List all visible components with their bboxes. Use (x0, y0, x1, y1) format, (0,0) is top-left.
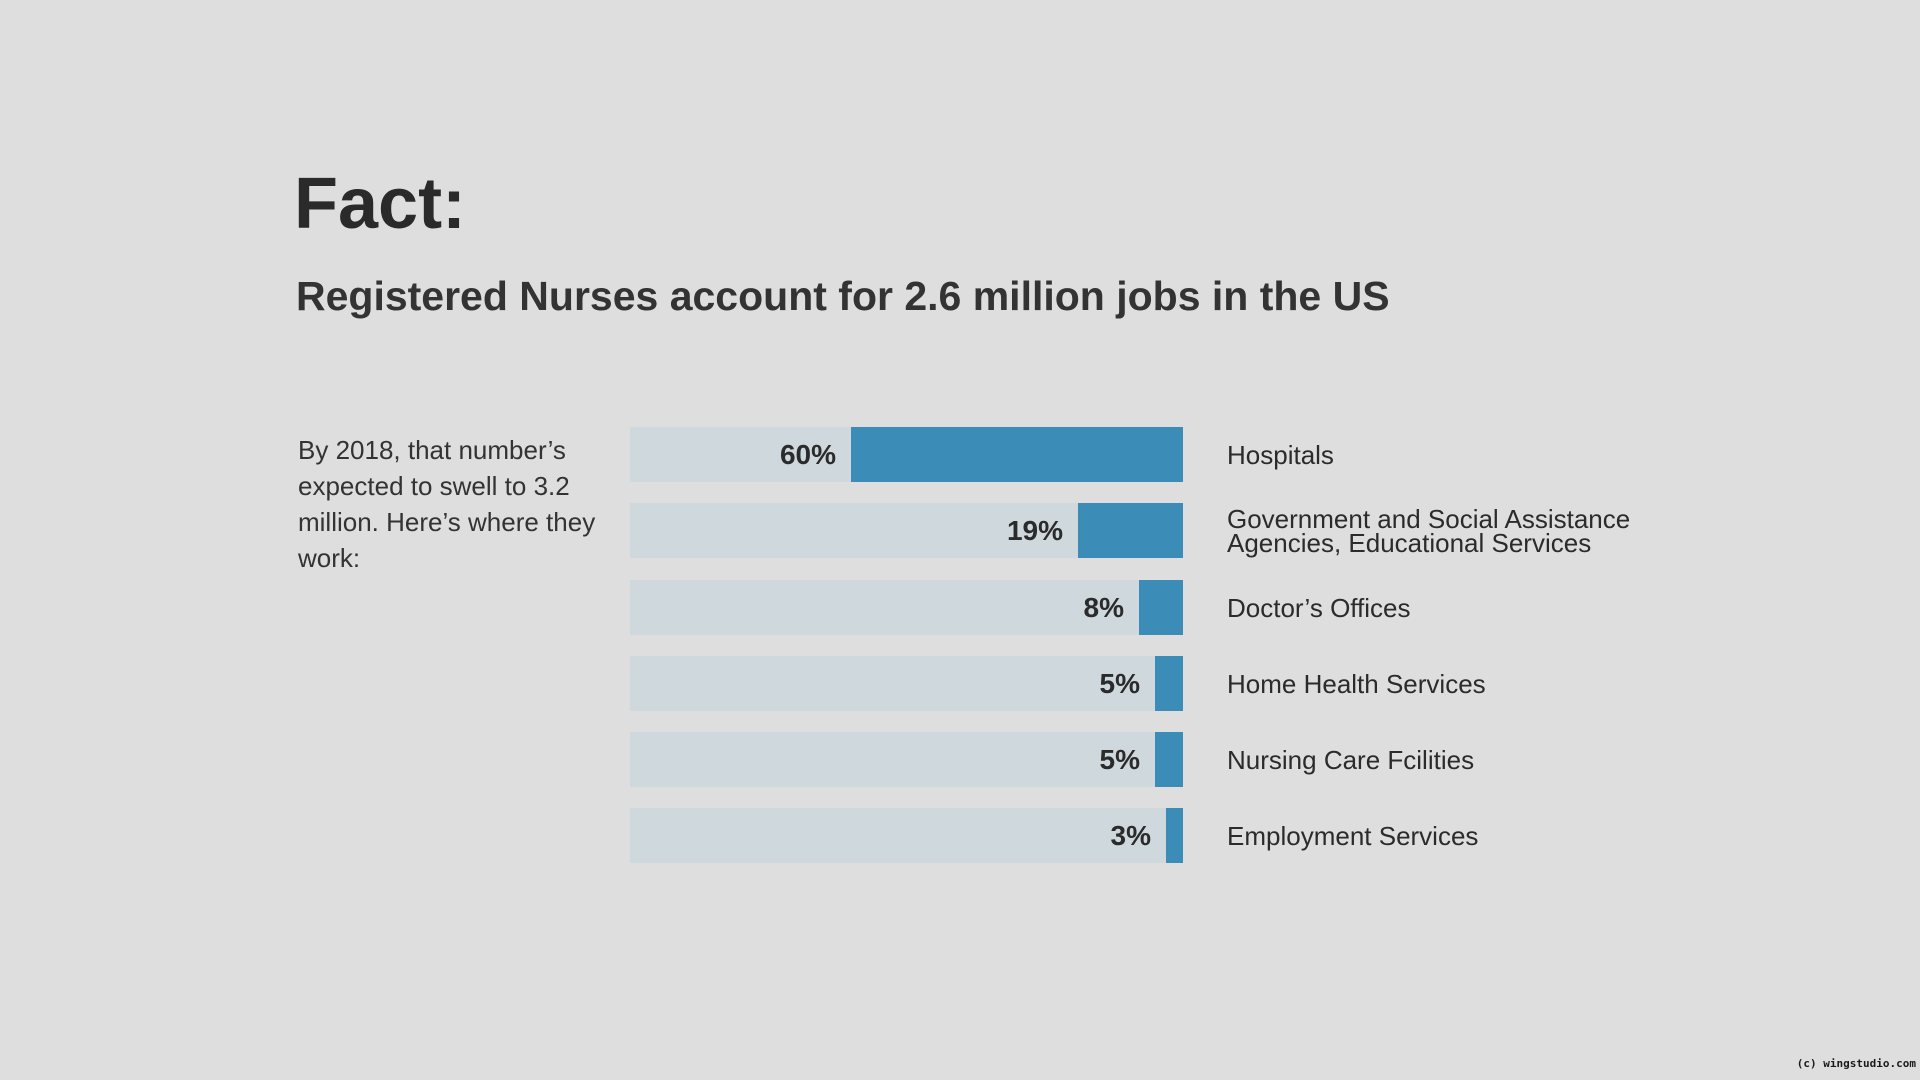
bar (1166, 808, 1183, 863)
bar-value-label: 5% (1099, 744, 1140, 775)
bar-track (630, 808, 1183, 863)
bar (1155, 656, 1183, 711)
category-label: Home Health Services (1227, 668, 1486, 699)
bar-track (630, 732, 1183, 787)
bar-track (630, 580, 1183, 635)
category-label: Nursing Care Fcilities (1227, 744, 1475, 775)
bar-value-label: 3% (1110, 820, 1151, 851)
bar-value-label: 5% (1099, 668, 1140, 699)
bar (1078, 503, 1183, 558)
bar-track (630, 656, 1183, 711)
category-label: Doctor’s Offices (1227, 592, 1411, 623)
chart-title: Fact: (294, 164, 467, 244)
bar-value-label: 19% (1006, 515, 1063, 546)
category-label: Hospitals (1227, 439, 1334, 470)
bar-value-label: 60% (779, 439, 836, 470)
copyright-credit: (c) wingstudio.com (1796, 1057, 1916, 1070)
chart-subtitle: Registered Nurses account for 2.6 millio… (296, 273, 1390, 319)
category-label: Employment Services (1227, 820, 1479, 851)
bar-value-label: 8% (1083, 592, 1124, 623)
intro-text: By 2018, that number’s expected to swell… (298, 435, 596, 573)
bar (851, 427, 1183, 482)
bar (1155, 732, 1183, 787)
category-label: Government and Social Assistance Agencie… (1227, 503, 1631, 558)
bar (1139, 580, 1183, 635)
